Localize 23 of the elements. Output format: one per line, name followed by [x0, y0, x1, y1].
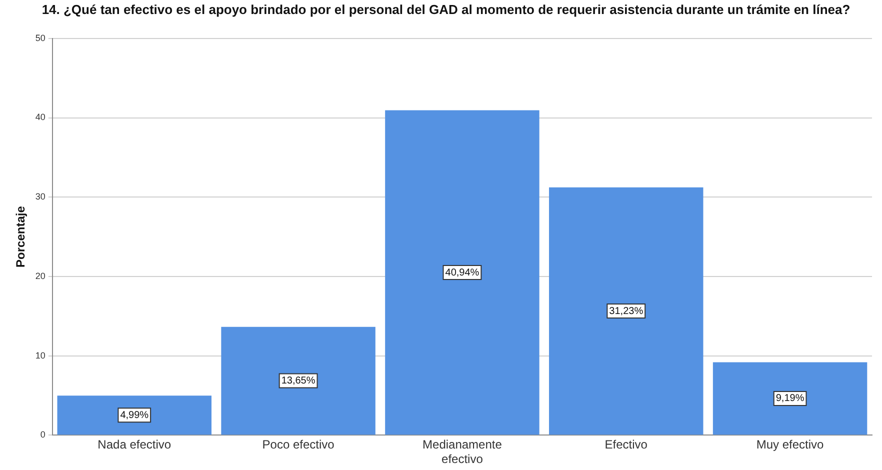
- data-label: 31,23%: [609, 306, 644, 317]
- x-tick-label: Muy efectivo: [756, 438, 824, 452]
- bar: [712, 362, 868, 435]
- data-label: 13,65%: [281, 376, 316, 387]
- data-label: 40,94%: [445, 267, 480, 278]
- y-tick-label: 0: [40, 430, 46, 440]
- chart-title: 14. ¿Qué tan efectivo es el apoyo brindado por el personal del GAD al momento de requerir asistencia durante un trámite en línea?: [40, 2, 852, 17]
- y-tick-label: 50: [35, 32, 46, 43]
- bar: [549, 187, 704, 435]
- x-tick-label: Efectivo: [604, 438, 648, 452]
- y-tick-label: 20: [35, 270, 46, 281]
- data-label: 4,99%: [120, 410, 149, 421]
- y-axis-title: Porcentaje: [14, 206, 28, 268]
- data-label: 9,19%: [776, 393, 804, 404]
- y-tick-label: 40: [35, 112, 46, 122]
- x-tick-label: Medianamente efectivo: [422, 438, 502, 466]
- bar: [221, 326, 376, 435]
- x-tick-label: Poco efectivo: [262, 438, 335, 452]
- y-tick-label: 30: [35, 192, 46, 202]
- bar: [57, 396, 212, 435]
- y-tick-label: 10: [35, 350, 46, 360]
- x-tick-label: Nada efectivo: [98, 438, 172, 452]
- bar: [385, 110, 540, 435]
